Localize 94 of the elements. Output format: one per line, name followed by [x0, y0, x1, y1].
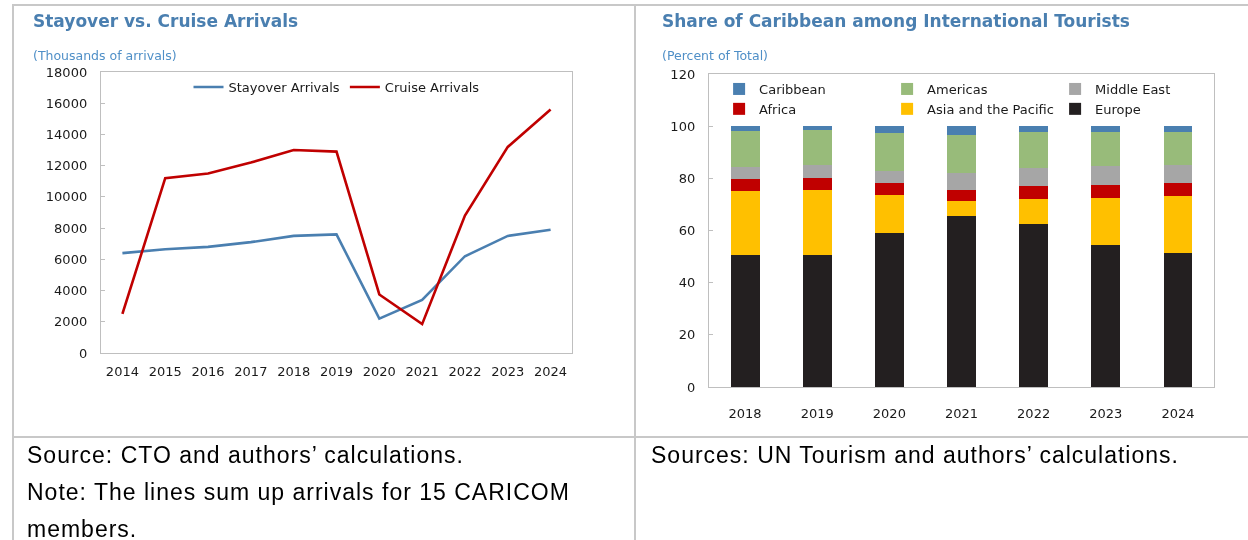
- y-tick-label: 40: [678, 275, 696, 291]
- source-note: Source: CTO and authors’ calculations.: [27, 441, 465, 470]
- bar: [874, 183, 904, 196]
- y-tick-label: 2000: [54, 314, 88, 330]
- y-tick-label: 8000: [54, 220, 88, 236]
- x-tick-label: 2019: [319, 363, 354, 379]
- bar: [730, 131, 760, 167]
- bar: [874, 126, 904, 134]
- bar: [1163, 183, 1193, 197]
- y-tick-label: 100: [670, 118, 696, 134]
- bar: [947, 190, 976, 202]
- bar: [1019, 186, 1049, 199]
- bar: [947, 216, 976, 387]
- y-tick-label: 4000: [54, 283, 88, 299]
- x-tick-label: 2014: [105, 363, 139, 379]
- legend-label: Stayover Arrivals: [228, 80, 340, 96]
- y-tick-label: 60: [678, 223, 696, 239]
- bar: [802, 254, 832, 387]
- bar: [874, 133, 904, 172]
- y-tick-label: 6000: [54, 251, 88, 267]
- bar: [1091, 245, 1121, 387]
- bar: [1091, 197, 1121, 246]
- bar: [730, 255, 760, 387]
- bar: [1163, 165, 1193, 184]
- x-tick-label: 2015: [148, 363, 182, 379]
- bar: [1091, 184, 1121, 198]
- y-tick-label: 20: [678, 327, 696, 343]
- bar: [1019, 132, 1049, 169]
- source-note: Sources: UN Tourism and authors’ calculations.: [651, 441, 1180, 470]
- y-tick-label: 18000: [45, 64, 88, 80]
- bar: [1091, 126, 1121, 132]
- legend-label: Asia and the Pacific: [927, 101, 1054, 117]
- bar: [802, 189, 832, 255]
- x-tick-label: 2023: [491, 363, 525, 379]
- bar: [802, 126, 832, 131]
- line-series: [121, 108, 552, 326]
- bar: [874, 195, 904, 234]
- y-tick-label: 12000: [45, 158, 88, 174]
- bar: [730, 190, 760, 256]
- bar: [730, 166, 760, 179]
- x-tick-label: 2018: [728, 405, 762, 421]
- bar: [947, 126, 976, 135]
- chart-subtitle: (Percent of Total): [662, 47, 768, 63]
- y-tick-label: 0: [686, 379, 696, 395]
- x-tick-label: 2022: [448, 363, 482, 379]
- legend-label: Americas: [927, 82, 988, 98]
- bar: [947, 134, 976, 173]
- bar: [802, 165, 832, 179]
- x-tick-label: 2021: [405, 363, 439, 379]
- bar: [874, 171, 904, 184]
- x-tick-label: 2020: [362, 363, 396, 379]
- bar: [1163, 131, 1193, 166]
- x-tick-label: 2024: [1161, 405, 1195, 421]
- x-tick-label: 2017: [234, 363, 268, 379]
- x-tick-label: 2022: [1017, 405, 1051, 421]
- bar: [1163, 126, 1193, 132]
- x-tick-label: 2024: [534, 363, 568, 379]
- y-tick-label: 80: [678, 170, 696, 186]
- chart-title: Stayover vs. Cruise Arrivals: [33, 10, 299, 31]
- bar: [1019, 198, 1049, 225]
- legend-label: Middle East: [1095, 82, 1171, 98]
- chart-title: Share of Caribbean among International Tourists: [662, 10, 1130, 31]
- bar: [947, 201, 976, 217]
- bar: [1019, 168, 1049, 187]
- legend-label: Caribbean: [759, 82, 826, 98]
- x-tick-label: 2021: [944, 405, 979, 421]
- bar: [1091, 131, 1121, 167]
- text: Note: The lines sum up arrivals for 15 CARICOM members.: [27, 478, 571, 540]
- x-tick-label: 2020: [872, 405, 906, 421]
- y-tick-label: 120: [670, 66, 696, 82]
- x-tick-label: 2019: [800, 405, 834, 421]
- bar: [1091, 166, 1121, 185]
- chart-subtitle: (Thousands of arrivals): [33, 47, 177, 63]
- y-tick-label: 10000: [45, 189, 88, 205]
- x-tick-label: 2016: [191, 363, 225, 379]
- bar: [874, 233, 904, 387]
- bar: [802, 178, 832, 190]
- bar: [947, 172, 976, 191]
- bar: [1163, 196, 1193, 253]
- legend-label: Africa: [759, 101, 797, 117]
- bar: [1163, 252, 1193, 387]
- line-series: [121, 228, 552, 320]
- bar: [730, 178, 760, 191]
- legend-label: Cruise Arrivals: [384, 80, 480, 96]
- bar: [1019, 126, 1049, 133]
- y-tick-label: 0: [78, 345, 88, 361]
- x-tick-label: 2018: [277, 363, 311, 379]
- bar: [730, 126, 760, 132]
- bar: [802, 130, 832, 166]
- y-tick-label: 16000: [45, 95, 88, 111]
- x-tick-label: 2023: [1089, 405, 1123, 421]
- bar: [1019, 224, 1049, 387]
- legend-label: Europe: [1095, 101, 1141, 117]
- y-tick-label: 14000: [45, 126, 88, 142]
